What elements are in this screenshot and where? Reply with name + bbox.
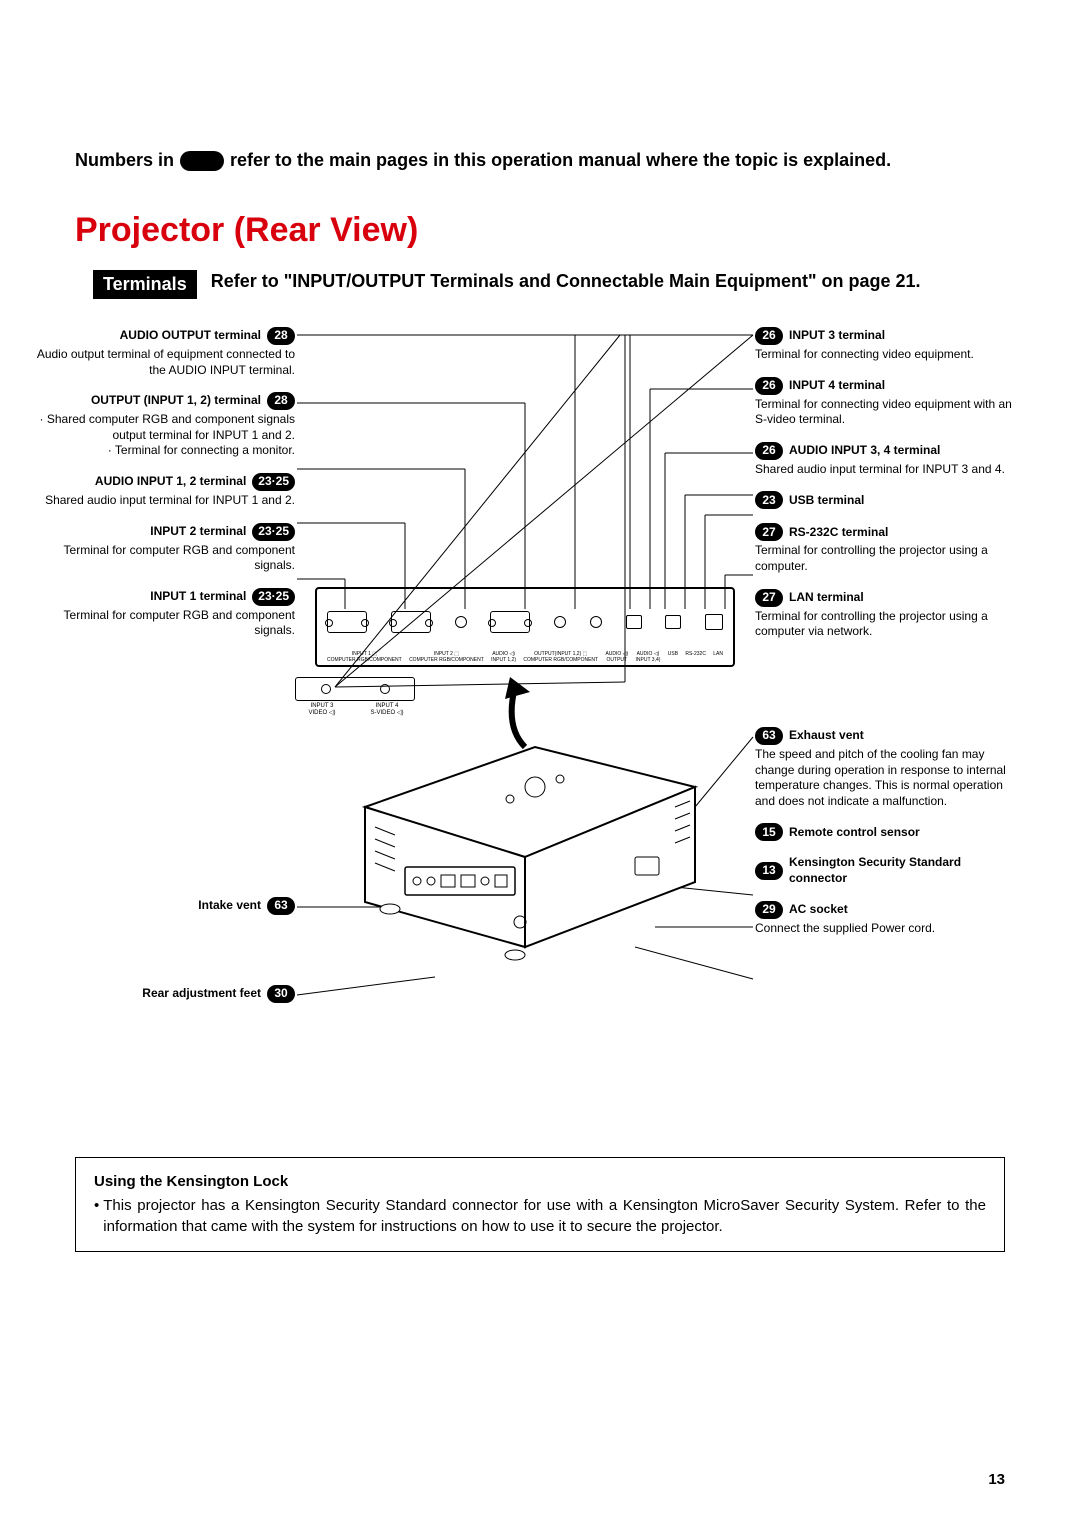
port-audio-in34 <box>590 616 602 628</box>
callout-remote-sensor: 15 Remote control sensor <box>755 823 1015 841</box>
col-left-lower: Intake vent 63 Rear adjustment feet 30 <box>35 897 295 1017</box>
terminals-label: Terminals <box>93 270 197 299</box>
page-ref: 26 <box>755 442 783 460</box>
label: OUTPUT (INPUT 1, 2) terminal <box>91 393 261 409</box>
callout-kensington: 13 Kensington Security Standard connector <box>755 855 1015 886</box>
label: INPUT 2 terminal <box>150 524 246 540</box>
port-lan <box>705 614 723 630</box>
bullet: • <box>94 1196 99 1237</box>
label: INPUT 1 terminal <box>150 589 246 605</box>
col-right-upper: 26 INPUT 3 terminal Terminal for connecti… <box>755 327 1015 654</box>
page-ref: 63 <box>267 897 295 915</box>
subhead-text: Refer to "INPUT/OUTPUT Terminals and Con… <box>211 270 921 293</box>
desc: Terminal for controlling the projector u… <box>755 609 1015 640</box>
sub-labels: INPUT 3 VIDEO ◁) INPUT 4 S-VIDEO ◁) <box>291 703 421 716</box>
callout-output-input12: OUTPUT (INPUT 1, 2) terminal 28 · Shared … <box>35 392 295 459</box>
page-ref: 63 <box>755 727 783 745</box>
label: AUDIO INPUT 3, 4 terminal <box>789 443 940 459</box>
label: LAN terminal <box>789 590 864 606</box>
label: AUDIO OUTPUT terminal <box>120 328 261 344</box>
kensington-body: This projector has a Kensington Security… <box>103 1196 986 1237</box>
page-ref: 15 <box>755 823 783 841</box>
page-ref: 23·25 <box>252 523 295 541</box>
callout-audio-output: AUDIO OUTPUT terminal 28 Audio output ter… <box>35 327 295 378</box>
page-ref: 27 <box>755 589 783 607</box>
col-right-lower: 63 Exhaust vent The speed and pitch of th… <box>755 727 1015 950</box>
kensington-title: Using the Kensington Lock <box>94 1172 986 1192</box>
label: RS-232C terminal <box>789 525 888 541</box>
section-title: Projector (Rear View) <box>75 211 1005 250</box>
intro-prefix: Numbers in <box>75 150 174 171</box>
diagram-zone: AUDIO OUTPUT terminal 28 Audio output ter… <box>35 327 1015 1147</box>
intro-line: Numbers in refer to the main pages in th… <box>75 150 1005 171</box>
callout-ac-socket: 29 AC socket Connect the supplied Power c… <box>755 901 1015 937</box>
page-ref: 29 <box>755 901 783 919</box>
port-input1 <box>327 611 367 633</box>
desc: · Shared computer RGB and component sign… <box>35 412 295 459</box>
intro-suffix: refer to the main pages in this operatio… <box>230 150 891 171</box>
callout-exhaust: 63 Exhaust vent The speed and pitch of th… <box>755 727 1015 809</box>
label: Rear adjustment feet <box>142 986 261 1002</box>
page-ref: 27 <box>755 523 783 541</box>
label: AUDIO INPUT 1, 2 terminal <box>95 474 246 490</box>
port-input3-video <box>321 684 331 694</box>
port-usb <box>626 615 642 629</box>
callout-input2: INPUT 2 terminal 23·25 Terminal for compu… <box>35 523 295 574</box>
page-ref: 23 <box>755 491 783 509</box>
callout-usb: 23 USB terminal <box>755 491 1015 509</box>
label: Remote control sensor <box>789 825 920 841</box>
callout-input1: INPUT 1 terminal 23·25 Terminal for compu… <box>35 588 295 639</box>
desc: Audio output terminal of equipment conne… <box>35 347 295 378</box>
label: INPUT 3 terminal <box>789 328 885 344</box>
subhead-row: Terminals Refer to "INPUT/OUTPUT Termina… <box>75 270 1005 299</box>
desc: Terminal for computer RGB and component … <box>35 543 295 574</box>
callout-audio-input34: 26 AUDIO INPUT 3, 4 terminal Shared audio… <box>755 442 1015 478</box>
desc: Connect the supplied Power cord. <box>755 921 1015 937</box>
label: USB terminal <box>789 493 864 509</box>
callout-input3: 26 INPUT 3 terminal Terminal for connecti… <box>755 327 1015 363</box>
desc: The speed and pitch of the cooling fan m… <box>755 747 1015 809</box>
page-ref: 28 <box>267 327 295 345</box>
desc: Terminal for computer RGB and component … <box>35 608 295 639</box>
callout-intake-vent: Intake vent 63 <box>35 897 295 915</box>
port-input4-svideo <box>380 684 390 694</box>
callout-lan: 27 LAN terminal Terminal for controlling … <box>755 589 1015 640</box>
panel-labels: INPUT 1 ⬚ COMPUTER RGB/COMPONENT INPUT 2… <box>327 651 723 663</box>
kensington-note-box: Using the Kensington Lock • This project… <box>75 1157 1005 1252</box>
page-ref: 23·25 <box>252 473 295 491</box>
desc: Terminal for controlling the projector u… <box>755 543 1015 574</box>
page-ref: 30 <box>267 985 295 1003</box>
terminal-panel-illustration: INPUT 1 ⬚ COMPUTER RGB/COMPONENT INPUT 2… <box>315 587 735 667</box>
col-left: AUDIO OUTPUT terminal 28 Audio output ter… <box>35 327 295 653</box>
page-ref: 26 <box>755 327 783 345</box>
desc: Shared audio input terminal for INPUT 1 … <box>35 493 295 509</box>
desc: Shared audio input terminal for INPUT 3 … <box>755 462 1015 478</box>
sub-ports <box>295 677 415 701</box>
label: INPUT 4 terminal <box>789 378 885 394</box>
label: AC socket <box>789 902 848 918</box>
desc: Terminal for connecting video equipment … <box>755 397 1015 428</box>
page-ref: 28 <box>267 392 295 410</box>
label: Kensington Security Standard connector <box>789 855 1015 886</box>
port-output12 <box>490 611 530 633</box>
label: Exhaust vent <box>789 728 864 744</box>
port-input2 <box>391 611 431 633</box>
label: Intake vent <box>198 898 261 914</box>
port-audio-out <box>554 616 566 628</box>
port-rs232c <box>665 615 681 629</box>
callout-audio-input12: AUDIO INPUT 1, 2 terminal 23·25 Shared au… <box>35 473 295 509</box>
port-audio-in12 <box>455 616 467 628</box>
callout-input4: 26 INPUT 4 terminal Terminal for connecti… <box>755 377 1015 428</box>
callout-rear-feet: Rear adjustment feet 30 <box>35 985 295 1003</box>
projector-illustration <box>335 727 715 987</box>
page-number: 13 <box>988 1471 1005 1488</box>
page-ref: 13 <box>755 862 783 880</box>
callout-rs232c: 27 RS-232C terminal Terminal for controll… <box>755 523 1015 574</box>
desc: Terminal for connecting video equipment. <box>755 347 1015 363</box>
page-ref: 23·25 <box>252 588 295 606</box>
page-ref-pill-sample <box>180 151 224 171</box>
page-ref: 26 <box>755 377 783 395</box>
